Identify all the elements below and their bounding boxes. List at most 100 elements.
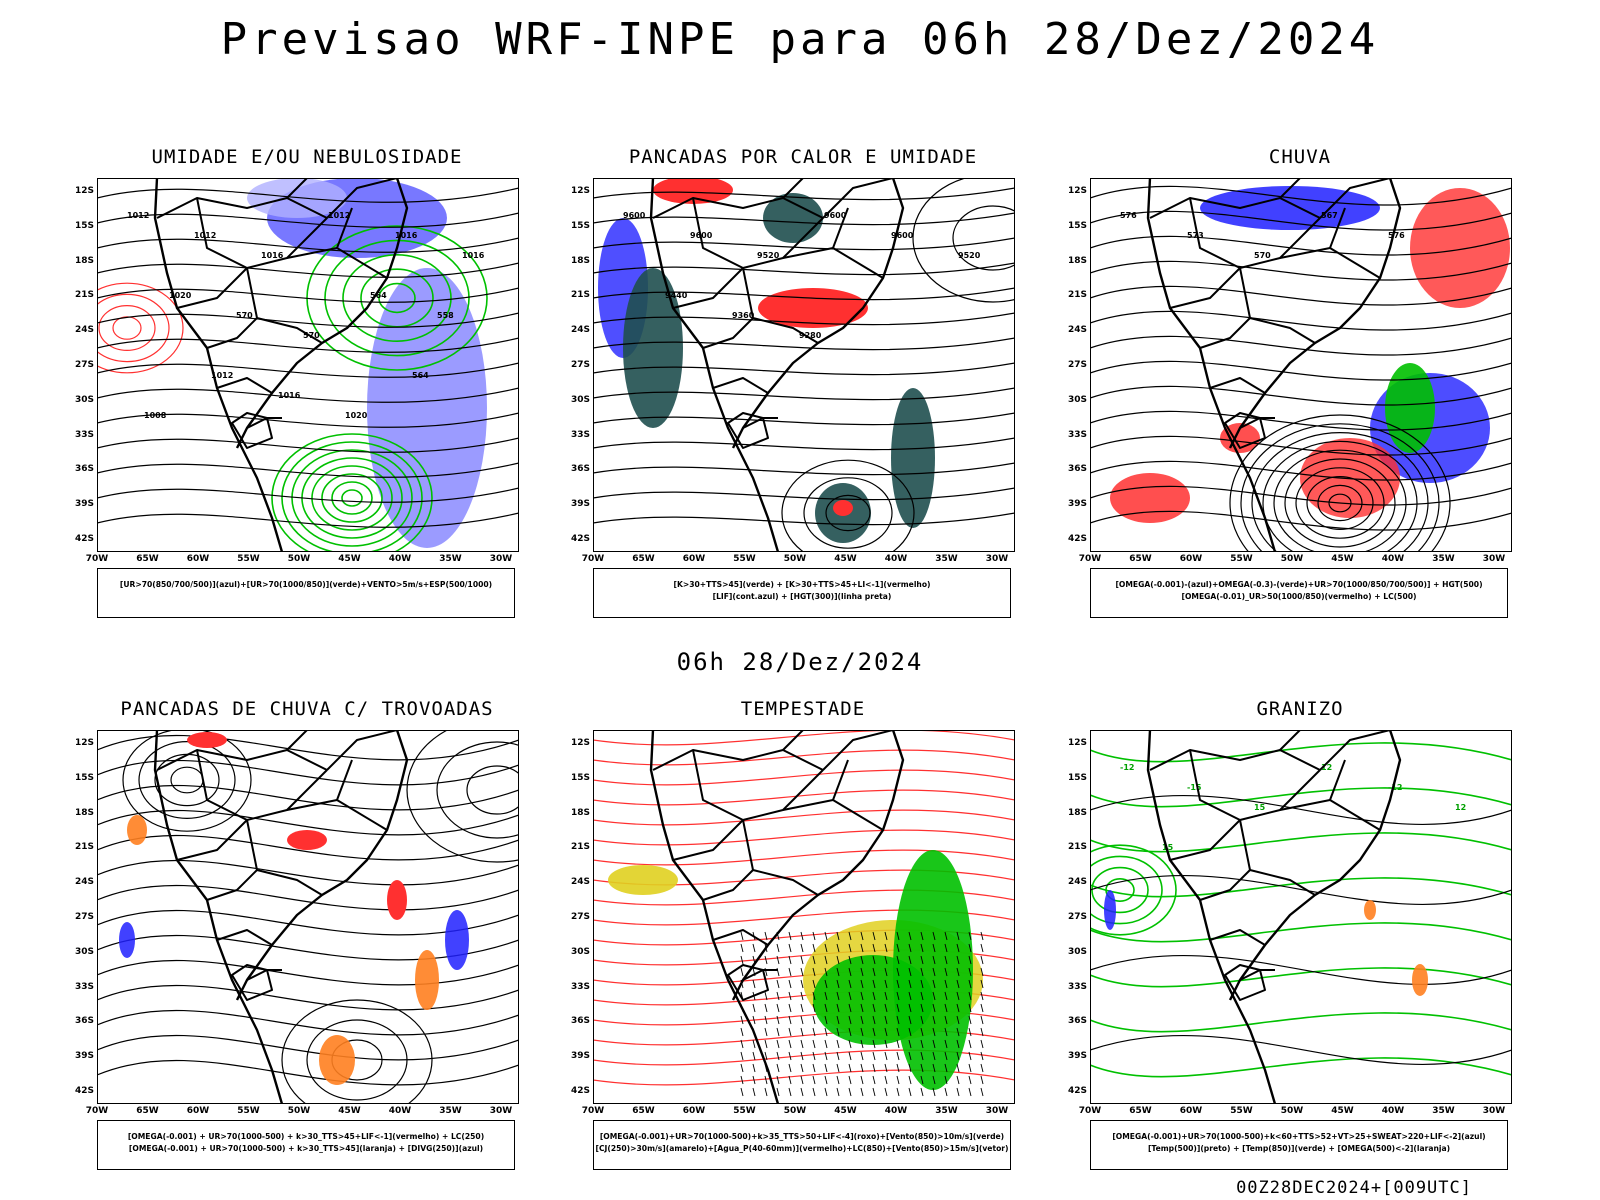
latitude-tick-label: 27S bbox=[74, 912, 94, 922]
latitude-tick-label: 30S bbox=[570, 946, 590, 957]
contour-label: 564 bbox=[412, 371, 429, 380]
contour-label: 1012 bbox=[127, 211, 149, 220]
panel-legend: [OMEGA(-0.001)+UR>70(1000-500)+k>35_TTS>… bbox=[593, 1120, 1011, 1170]
rain-red-area bbox=[1410, 188, 1510, 308]
rain-red-area bbox=[1110, 473, 1190, 523]
map-borders bbox=[153, 730, 409, 1104]
latitude-tick-label: 21S bbox=[570, 290, 590, 301]
latitude-tick-label: 39S bbox=[1067, 499, 1087, 510]
legend-line: [OMEGA(-0.001) + UR>70(1000-500) + k>30_… bbox=[127, 1132, 485, 1141]
map-panel-3: 576 573 570 567 576 bbox=[1090, 178, 1512, 552]
longitude-tick-label: 40W bbox=[1381, 554, 1405, 564]
hgt300-contours bbox=[912, 178, 1015, 303]
legend-line: [OMEGA(-0.01)_UR>50(1000/850)(vermelho) … bbox=[1181, 592, 1417, 601]
instability-red-area bbox=[758, 288, 868, 328]
contour-labels: 576 573 570 567 576 bbox=[1120, 211, 1405, 260]
panel-title: PANCADAS DE CHUVA C/ TROVOADAS bbox=[120, 698, 494, 720]
panel-title: PANCADAS POR CALOR E UMIDADE bbox=[628, 146, 978, 168]
thunder-red-area bbox=[387, 880, 407, 920]
contour-label: 9600 bbox=[891, 231, 914, 240]
latitude-tick-label: 42S bbox=[570, 1086, 590, 1096]
longitude-tick-label: 35W bbox=[935, 1106, 958, 1116]
longitude-tick-label: 35W bbox=[439, 554, 462, 564]
contour-label: 9520 bbox=[958, 251, 981, 260]
legend-line: [OMEGA(-0.001)-(azul)+OMEGA(-0.3)-(verde… bbox=[1115, 580, 1483, 589]
latitude-tick-label: 27S bbox=[1067, 360, 1087, 370]
longitude-tick-label: 30W bbox=[489, 1106, 513, 1116]
legend-line: [OMEGA(-0.001)+UR>70(1000-500)+k<60+TTS>… bbox=[1112, 1132, 1486, 1141]
longitude-tick-label: 60W bbox=[186, 554, 210, 564]
map-panel-2: 9600 9600 9520 9600 9600 9520 9440 9360 9280 bbox=[593, 178, 1015, 552]
latitude-tick-label: 12S bbox=[570, 738, 590, 748]
jet-yellow-area bbox=[608, 865, 678, 895]
latitude-tick-label: 12S bbox=[74, 738, 94, 748]
longitude-tick-label: 50W bbox=[287, 1106, 311, 1116]
thunder-orange-area bbox=[319, 1035, 355, 1085]
longitude-tick-label: 50W bbox=[1280, 554, 1304, 564]
red-thickness-contours bbox=[97, 282, 184, 374]
thunder-orange-area bbox=[415, 950, 439, 1010]
latitude-tick-label: 27S bbox=[74, 360, 94, 370]
wind-vectors bbox=[740, 931, 984, 1097]
contour-label: 570 bbox=[303, 331, 320, 340]
latitude-tick-label: 42S bbox=[570, 534, 590, 544]
contour-label: 576 bbox=[1120, 211, 1137, 220]
longitude-tick-label: 35W bbox=[439, 1106, 462, 1116]
contour-label: 12 bbox=[1321, 763, 1332, 772]
longitude-tick-label: 70W bbox=[581, 1106, 605, 1116]
latitude-tick-label: 39S bbox=[570, 499, 590, 510]
panel-legend: [UR>70(850/700/500)](azul)+[UR>70(1000/8… bbox=[97, 568, 515, 618]
latitude-tick-label: 15S bbox=[570, 220, 590, 231]
contour-label: 9600 bbox=[824, 211, 847, 220]
latitude-tick-label: 33S bbox=[1067, 429, 1087, 440]
latitude-tick-label: 33S bbox=[570, 429, 590, 440]
hgt500-contours bbox=[1229, 414, 1451, 552]
omega-green-area bbox=[1385, 363, 1435, 453]
latitude-tick-label: 12S bbox=[1067, 738, 1087, 748]
latitude-tick-label: 42S bbox=[74, 1086, 94, 1096]
longitude-tick-label: 45W bbox=[1331, 554, 1354, 564]
panel-legend: [OMEGA(-0.001)+UR>70(1000-500)+k<60+TTS>… bbox=[1090, 1120, 1508, 1170]
contour-label: 1016 bbox=[278, 391, 301, 400]
panel-legend: [K>30+TTS>45](verde) + [K>30+TTS>45+LI<-… bbox=[593, 568, 1011, 618]
contour-label: 15 bbox=[1254, 803, 1266, 812]
contour-label: 573 bbox=[1187, 231, 1204, 240]
latitude-tick-label: 18S bbox=[570, 255, 590, 266]
latitude-tick-label: 27S bbox=[570, 912, 590, 922]
legend-line: [OMEGA(-0.001)+UR>70(1000-500)+k>35_TTS>… bbox=[599, 1132, 1005, 1141]
latitude-tick-label: 39S bbox=[1067, 1051, 1087, 1062]
latitude-tick-label: 36S bbox=[74, 464, 94, 475]
longitude-tick-label: 45W bbox=[338, 1106, 361, 1116]
contour-label: 1020 bbox=[169, 291, 192, 300]
map-borders bbox=[649, 178, 905, 552]
contour-label: 564 bbox=[370, 291, 387, 300]
lc500-streamlines bbox=[1090, 185, 1512, 531]
longitude-tick-label: 35W bbox=[1432, 1106, 1455, 1116]
latitude-tick-label: 30S bbox=[74, 946, 94, 957]
contour-label: -15 bbox=[1187, 783, 1202, 792]
latitude-tick-label: 21S bbox=[1067, 290, 1087, 301]
panel-title: GRANIZO bbox=[1256, 698, 1344, 720]
latitude-tick-label: 18S bbox=[570, 807, 590, 818]
longitude-tick-label: 70W bbox=[85, 554, 109, 564]
panel-title: UMIDADE E/OU NEBULOSIDADE bbox=[151, 146, 463, 168]
latitude-tick-label: 42S bbox=[1067, 1086, 1087, 1096]
panel-legend: [OMEGA(-0.001)-(azul)+OMEGA(-0.3)-(verde… bbox=[1090, 568, 1508, 618]
longitude-tick-label: 30W bbox=[1482, 554, 1506, 564]
longitude-tick-label: 55W bbox=[237, 554, 260, 564]
longitude-tick-label: 60W bbox=[1179, 554, 1203, 564]
map-borders bbox=[153, 178, 409, 552]
longitude-tick-label: 60W bbox=[1179, 1106, 1203, 1116]
latitude-tick-label: 24S bbox=[570, 325, 590, 336]
temp850-green-contours bbox=[1090, 844, 1177, 936]
latitude-tick-label: 12S bbox=[74, 186, 94, 196]
legend-line: [OMEGA(-0.001) + UR>70(1000-500) + k>30_… bbox=[128, 1144, 484, 1153]
longitude-tick-label: 65W bbox=[136, 1106, 159, 1116]
latitude-tick-label: 21S bbox=[74, 290, 94, 301]
hgt300-lines bbox=[593, 187, 1015, 526]
latitude-tick-label: 36S bbox=[1067, 1016, 1087, 1027]
panel-title: TEMPESTADE bbox=[740, 698, 866, 720]
longitude-tick-label: 40W bbox=[388, 554, 412, 564]
contour-label: 9600 bbox=[623, 211, 646, 220]
hail-blue-area bbox=[1104, 890, 1116, 930]
